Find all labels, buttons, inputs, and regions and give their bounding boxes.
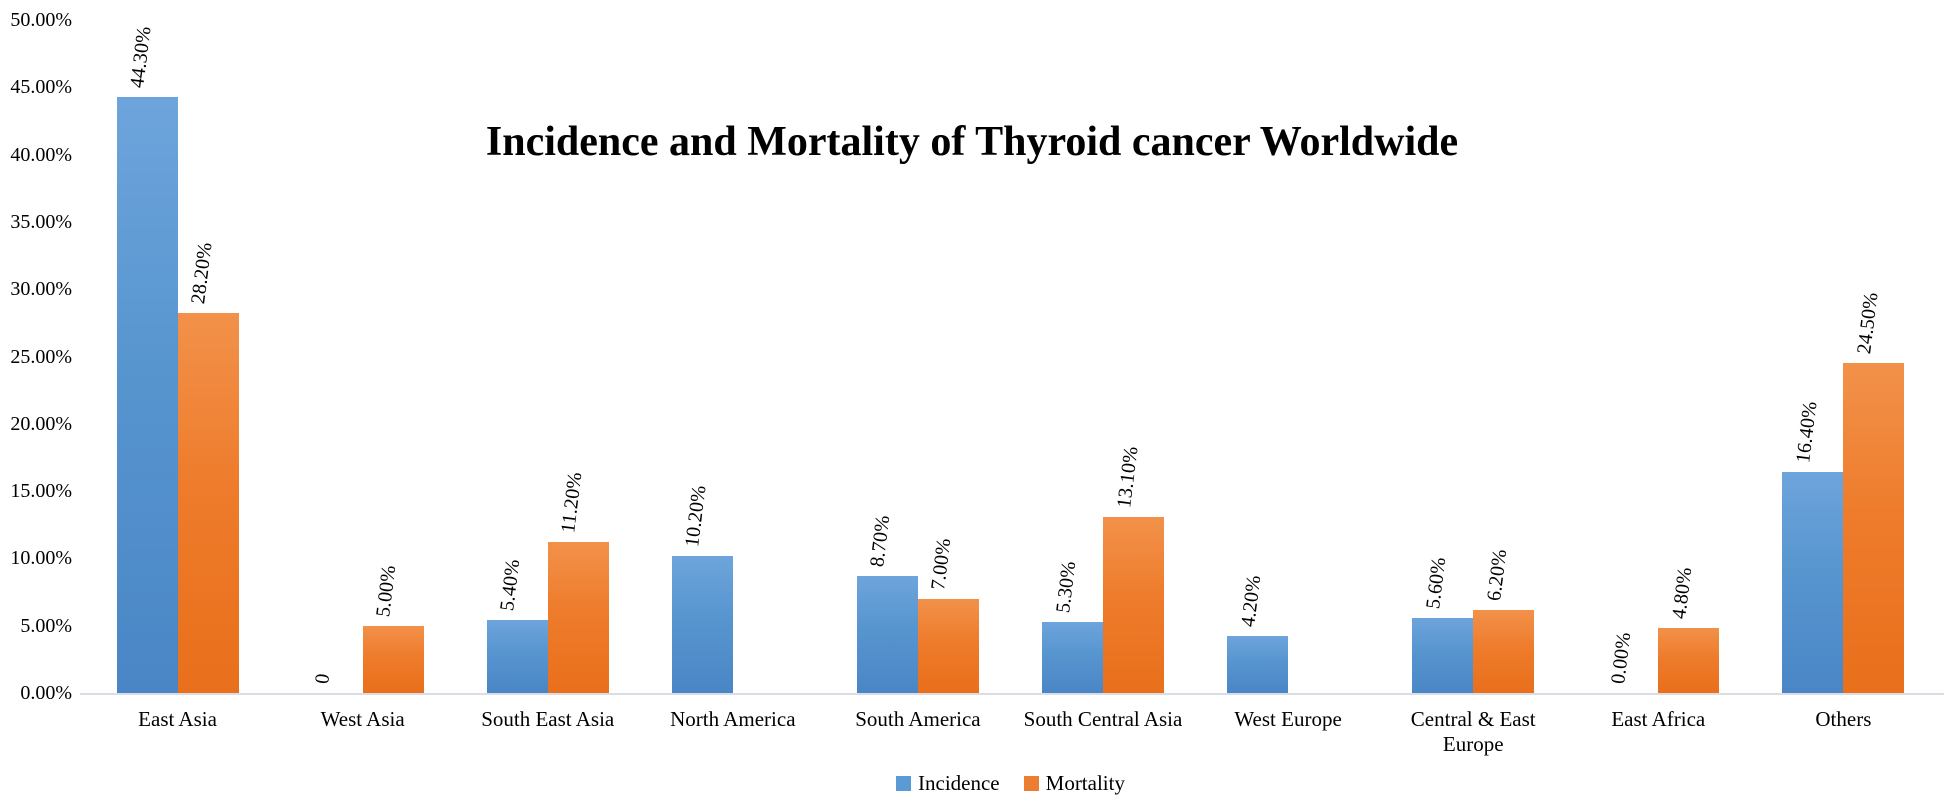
category-column: 8.70% 7.00% South America	[825, 20, 1010, 731]
x-axis-category-label: Central & East Europe	[1410, 707, 1536, 757]
category-column: 16.40% 24.50% Others	[1751, 20, 1936, 731]
mortality-data-label: 4.80%	[1667, 566, 1697, 621]
y-axis-tick-label: 0.00%	[20, 682, 72, 704]
incidence-bar: 4.20%	[1227, 575, 1289, 693]
x-axis-category-label: South America	[855, 707, 981, 731]
y-axis-tick-label: 10.00%	[10, 547, 72, 570]
x-axis-category-label: South Central Asia	[1023, 707, 1183, 731]
mortality-bar: 13.10%	[1103, 445, 1165, 693]
incidence-data-label: 5.30%	[1051, 559, 1080, 614]
x-axis-category-label: West Europe	[1234, 707, 1342, 731]
mortality-data-label: 11.20%	[557, 471, 587, 535]
legend-label: Incidence	[918, 770, 1000, 795]
mortality-bar: 4.80%	[1658, 567, 1720, 693]
x-axis-category-label: Others	[1815, 707, 1872, 731]
y-axis-tick-label: 50.00%	[10, 9, 72, 31]
bar-pair: 10.20%	[640, 20, 825, 693]
incidence-bar: 5.30%	[1042, 560, 1104, 693]
incidence-data-label: 5.40%	[496, 558, 525, 613]
incidence-data-label: 16.40%	[1792, 400, 1822, 465]
bar-pair: 5.40% 11.20%	[455, 20, 640, 693]
mortality-bar: 7.00%	[917, 537, 979, 693]
bar-pair: 44.30% 28.20%	[85, 20, 270, 693]
category-column: 4.20% West Europe	[1196, 20, 1381, 731]
incidence-data-label: 4.20%	[1236, 574, 1265, 629]
category-column: 44.30% 28.20% East Asia	[85, 20, 270, 731]
mortality-data-label: 5.00%	[372, 563, 401, 618]
y-axis: 50.00% 45.00% 40.00% 35.00% 30.00% 25.00% 20.0…	[0, 9, 74, 704]
incidence-swatch-icon	[896, 775, 912, 791]
mortality-bar: 6.20%	[1473, 548, 1535, 693]
category-columns: 44.30% 28.20% East Asia 0 5.00% West Asi…	[85, 20, 1936, 756]
y-axis-tick-label: 35.00%	[10, 210, 72, 233]
y-axis-tick-label: 40.00%	[10, 143, 72, 166]
y-axis-tick-label: 45.00%	[10, 76, 72, 99]
x-axis-category-label: East Africa	[1611, 707, 1706, 731]
category-column: 10.20% North America	[640, 20, 825, 731]
incidence-data-label: 0	[311, 672, 335, 686]
x-axis-category-label: East Asia	[138, 707, 217, 731]
incidence-bar: 10.20%	[671, 484, 733, 693]
mortality-bar: 24.50%	[1843, 291, 1905, 693]
mortality-bar: 11.20%	[547, 471, 609, 693]
bar-pair: 16.40% 24.50%	[1751, 20, 1936, 693]
category-column: 0.00% 4.80% East Africa	[1566, 20, 1751, 731]
plot-area: 44.30% 28.20% East Asia 0 5.00% West Asi…	[80, 20, 1944, 756]
bar-pair: 8.70% 7.00%	[825, 20, 1010, 693]
x-axis-category-label: North America	[670, 707, 796, 731]
mortality-data-label: 13.10%	[1112, 444, 1143, 509]
incidence-bar: 16.40%	[1782, 400, 1844, 693]
y-axis-tick-label: 15.00%	[10, 480, 72, 503]
incidence-bar: 5.40%	[486, 558, 548, 693]
bar-pair: 5.30% 13.10%	[1010, 20, 1195, 693]
legend-item-mortality: Mortality	[1023, 770, 1125, 796]
mortality-data-label: 6.20%	[1482, 547, 1511, 602]
mortality-data-label: 7.00%	[927, 536, 956, 591]
incidence-bar: 44.30%	[116, 25, 178, 693]
y-axis-tick-label: 25.00%	[10, 345, 72, 368]
x-axis-category-label: West Asia	[320, 707, 405, 731]
mortality-data-label: 28.20%	[187, 241, 217, 306]
category-column: 5.60% 6.20% Central & East Europe	[1381, 20, 1566, 756]
category-column: 5.40% 11.20% South East Asia	[455, 20, 640, 731]
chart-legend: Incidence Mortality	[85, 771, 1936, 795]
incidence-data-label: 0.00%	[1606, 631, 1636, 686]
y-axis-tick-label: 20.00%	[10, 412, 72, 435]
mortality-bar: 5.00%	[362, 564, 424, 693]
legend-item-incidence: Incidence	[896, 771, 1000, 796]
bar-pair: 0 5.00%	[270, 20, 455, 693]
bar-pair: 0.00% 4.80%	[1566, 20, 1751, 693]
bar-pair: 4.20%	[1196, 20, 1381, 693]
incidence-data-label: 44.30%	[126, 24, 156, 89]
incidence-data-label: 8.70%	[866, 514, 895, 569]
chart-title: Incidence and Mortality of Thyroid cance…	[485, 119, 1459, 165]
legend-label: Mortality	[1045, 770, 1125, 795]
mortality-data-label: 24.50%	[1853, 291, 1883, 356]
incidence-data-label: 5.60%	[1421, 555, 1450, 610]
mortality-bar: 28.20%	[177, 242, 239, 693]
x-axis-line	[80, 693, 1944, 695]
y-axis-tick-label: 30.00%	[10, 278, 72, 301]
mortality-swatch-icon	[1023, 775, 1039, 791]
incidence-bar: 8.70%	[856, 514, 918, 693]
incidence-bar: 5.60%	[1412, 556, 1474, 693]
x-axis-category-label: South East Asia	[481, 707, 615, 731]
category-column: 5.30% 13.10% South Central Asia	[1010, 20, 1195, 731]
category-column: 0 5.00% West Asia	[270, 20, 455, 731]
bar-pair: 5.60% 6.20%	[1381, 20, 1566, 693]
incidence-data-label: 10.20%	[681, 483, 711, 548]
y-axis-tick-label: 5.00%	[20, 614, 72, 637]
